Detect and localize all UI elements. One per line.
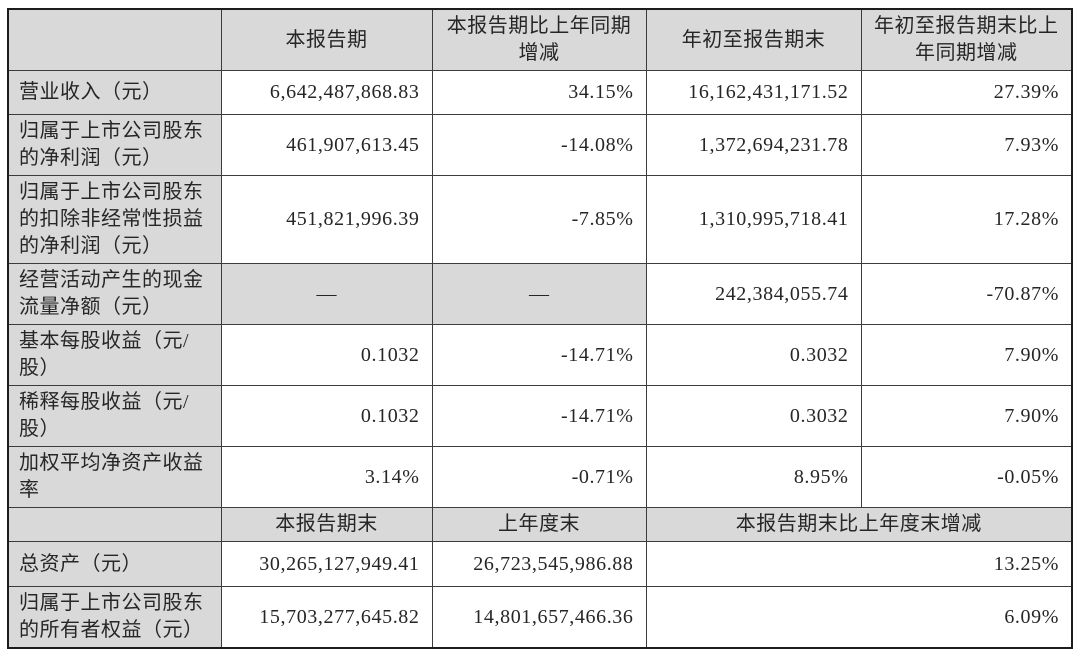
- row-net-profit-excl-nonrecurring: 归属于上市公司股东的扣除非经常性损益的净利润（元） 451,821,996.39…: [7, 175, 1073, 264]
- bottom-header-end-of-last-year: 上年度末: [431, 507, 647, 542]
- value-current-period: 0.1032: [220, 324, 433, 386]
- value-current-period: 451,821,996.39: [220, 175, 433, 264]
- value-current-yoy: -14.71%: [431, 324, 647, 386]
- top-header-row: 本报告期 本报告期比上年同期增减 年初至报告期末 年初至报告期末比上年同期增减: [7, 8, 1073, 71]
- row-label: 经营活动产生的现金流量净额（元）: [7, 263, 222, 325]
- row-total-assets: 总资产（元） 30,265,127,949.41 26,723,545,986.…: [7, 541, 1073, 587]
- value-current-yoy: -14.71%: [431, 385, 647, 447]
- value-current-period-dash: —: [220, 263, 433, 325]
- value-current-period: 0.1032: [220, 385, 433, 447]
- row-label: 总资产（元）: [7, 541, 222, 587]
- row-label: 归属于上市公司股东的扣除非经常性损益的净利润（元）: [7, 175, 222, 264]
- row-label: 稀释每股收益（元/股）: [7, 385, 222, 447]
- row-diluted-eps: 稀释每股收益（元/股） 0.1032 -14.71% 0.3032 7.90%: [7, 385, 1073, 447]
- value-current-yoy: -0.71%: [431, 446, 647, 508]
- row-shareholders-equity: 归属于上市公司股东的所有者权益（元） 15,703,277,645.82 14,…: [7, 586, 1073, 649]
- value-ytd: 0.3032: [645, 385, 862, 447]
- value-ytd-yoy: -70.87%: [860, 263, 1073, 325]
- row-label: 基本每股收益（元/股）: [7, 324, 222, 386]
- value-current-yoy-dash: —: [431, 263, 647, 325]
- value-ytd-yoy: 27.39%: [860, 70, 1073, 115]
- value-current-yoy: 34.15%: [431, 70, 647, 115]
- value-current-period: 3.14%: [220, 446, 433, 508]
- value-current-period: 461,907,613.45: [220, 114, 433, 176]
- value-current-period: 6,642,487,868.83: [220, 70, 433, 115]
- value-ytd-yoy: 17.28%: [860, 175, 1073, 264]
- bottom-header-empty-cell: [7, 507, 222, 542]
- value-end-of-last-year: 14,801,657,466.36: [431, 586, 647, 649]
- top-header-ytd-yoy-change: 年初至报告期末比上年同期增减: [860, 8, 1073, 71]
- value-ytd-yoy: 7.90%: [860, 324, 1073, 386]
- value-end-of-last-year: 26,723,545,986.88: [431, 541, 647, 587]
- value-ytd-yoy: 7.93%: [860, 114, 1073, 176]
- row-net-profit: 归属于上市公司股东的净利润（元） 461,907,613.45 -14.08% …: [7, 114, 1073, 176]
- value-ytd: 242,384,055.74: [645, 263, 862, 325]
- row-basic-eps: 基本每股收益（元/股） 0.1032 -14.71% 0.3032 7.90%: [7, 324, 1073, 386]
- row-label: 归属于上市公司股东的所有者权益（元）: [7, 586, 222, 649]
- value-end-of-period: 15,703,277,645.82: [220, 586, 433, 649]
- value-ytd: 16,162,431,171.52: [645, 70, 862, 115]
- row-label: 归属于上市公司股东的净利润（元）: [7, 114, 222, 176]
- bottom-header-end-of-period: 本报告期末: [220, 507, 433, 542]
- row-operating-revenue: 营业收入（元） 6,642,487,868.83 34.15% 16,162,4…: [7, 70, 1073, 115]
- value-ytd-yoy: 7.90%: [860, 385, 1073, 447]
- value-ytd: 1,310,995,718.41: [645, 175, 862, 264]
- value-current-yoy: -14.08%: [431, 114, 647, 176]
- row-label: 营业收入（元）: [7, 70, 222, 115]
- top-header-current-period-yoy-change: 本报告期比上年同期增减: [431, 8, 647, 71]
- value-ytd: 8.95%: [645, 446, 862, 508]
- value-current-yoy: -7.85%: [431, 175, 647, 264]
- value-change-vs-last-year-end: 13.25%: [645, 541, 1073, 587]
- row-label: 加权平均净资产收益率: [7, 446, 222, 508]
- value-change-vs-last-year-end: 6.09%: [645, 586, 1073, 649]
- row-operating-cash-flow: 经营活动产生的现金流量净额（元） — — 242,384,055.74 -70.…: [7, 263, 1073, 325]
- row-weighted-avg-roe: 加权平均净资产收益率 3.14% -0.71% 8.95% -0.05%: [7, 446, 1073, 508]
- value-ytd: 0.3032: [645, 324, 862, 386]
- bottom-header-change-vs-last-year-end: 本报告期末比上年度末增减: [645, 507, 1073, 542]
- top-header-current-period: 本报告期: [220, 8, 433, 71]
- financial-summary-table: 本报告期 本报告期比上年同期增减 年初至报告期末 年初至报告期末比上年同期增减 …: [7, 8, 1073, 649]
- value-ytd: 1,372,694,231.78: [645, 114, 862, 176]
- top-header-empty-cell: [7, 8, 222, 71]
- value-end-of-period: 30,265,127,949.41: [220, 541, 433, 587]
- top-header-ytd: 年初至报告期末: [645, 8, 862, 71]
- bottom-header-row: 本报告期末 上年度末 本报告期末比上年度末增减: [7, 507, 1073, 542]
- value-ytd-yoy: -0.05%: [860, 446, 1073, 508]
